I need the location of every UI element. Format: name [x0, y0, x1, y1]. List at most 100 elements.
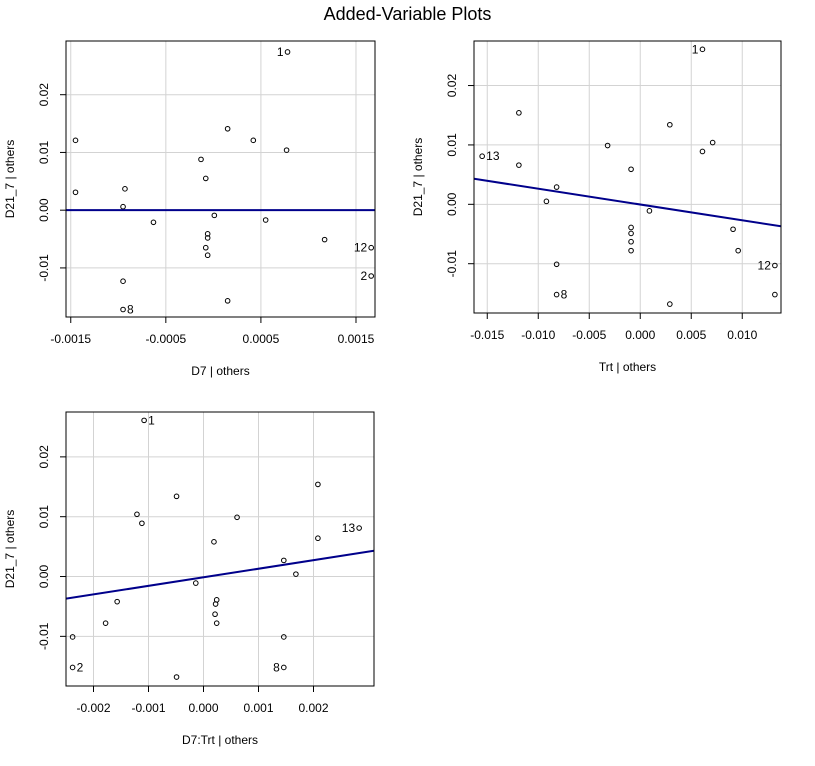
data-point	[553, 184, 560, 190]
point-label: 8	[561, 288, 568, 302]
data-point	[281, 634, 287, 640]
data-point	[211, 539, 217, 545]
data-point	[72, 137, 79, 144]
y-tick-label: -0.01	[37, 622, 51, 650]
data-point	[368, 244, 374, 251]
data-point	[628, 230, 634, 237]
point-label: 12	[758, 258, 772, 272]
data-point	[735, 247, 741, 254]
x-tick-label: 0.001	[243, 701, 273, 715]
point-label: 13	[486, 149, 500, 163]
data-point	[120, 306, 126, 313]
plot-frame	[65, 40, 376, 318]
data-point	[69, 664, 76, 671]
x-tick-label: 0.000	[188, 701, 218, 715]
data-point	[709, 139, 716, 146]
data-point	[120, 203, 126, 210]
data-point	[628, 166, 634, 173]
y-tick-label: 0.01	[37, 505, 51, 529]
data-point	[315, 535, 321, 542]
data-point	[284, 49, 291, 55]
data-point	[114, 598, 120, 605]
data-point	[281, 664, 287, 671]
data-point	[224, 125, 231, 132]
x-tick-label: 0.010	[727, 328, 757, 342]
data-point	[139, 520, 145, 527]
data-point	[250, 137, 257, 144]
data-point	[204, 231, 211, 237]
y-tick-label: 0.01	[445, 133, 459, 157]
data-point	[281, 557, 287, 564]
data-point	[646, 208, 653, 214]
x-axis-label: D7 | others	[191, 364, 249, 378]
data-point	[198, 156, 204, 163]
data-point	[628, 238, 634, 245]
data-point	[69, 634, 76, 640]
fit-line	[474, 177, 781, 228]
plot-frame	[473, 40, 782, 314]
y-axis-label: D21_7 | others	[3, 510, 17, 589]
point-label: 1	[148, 413, 155, 427]
data-point	[479, 153, 485, 160]
x-tick-label: -0.0015	[50, 332, 91, 346]
data-point	[516, 162, 522, 168]
data-point	[204, 235, 211, 241]
data-point	[212, 601, 219, 607]
x-axis-label: D7:Trt | others	[182, 733, 258, 747]
y-tick-label: 0.02	[445, 74, 459, 98]
x-tick-label: -0.015	[470, 328, 504, 342]
data-point	[234, 514, 240, 521]
data-point	[628, 247, 634, 254]
plot-area	[66, 417, 374, 680]
data-point	[262, 217, 269, 223]
point-label: 2	[77, 660, 84, 674]
point-label: 12	[354, 241, 368, 255]
y-axis-label: D21_7 | others	[411, 138, 425, 217]
panel-3: -0.002 -0.001 0.000 0.001 0.002 -0.01 0.00 0.01…	[3, 411, 375, 747]
plot-frame	[65, 411, 375, 687]
x-tick-label: 0.0005	[243, 332, 280, 346]
panel-2: -0.015 -0.010 -0.005 0.000 0.005 0.010 -0.01 0.…	[411, 40, 782, 374]
data-point	[134, 511, 140, 518]
data-point	[204, 252, 211, 259]
data-point	[193, 580, 199, 586]
point-label: 8	[273, 660, 280, 674]
data-point	[543, 198, 550, 205]
x-tick-label: -0.005	[572, 328, 606, 342]
point-label: 1	[692, 42, 699, 56]
x-tick-label: 0.002	[298, 701, 328, 715]
x-tick-label: -0.010	[521, 328, 555, 342]
data-point	[122, 186, 128, 192]
y-tick-label: 0.02	[37, 445, 51, 469]
point-label: 8	[127, 302, 134, 316]
x-tick-label: -0.002	[76, 701, 110, 715]
data-point	[141, 417, 147, 424]
data-point	[356, 525, 362, 531]
y-tick-label: -0.01	[445, 250, 459, 278]
data-point	[213, 620, 220, 626]
data-point	[730, 226, 736, 233]
data-point	[321, 236, 328, 243]
x-tick-label: 0.005	[676, 328, 706, 342]
data-point	[212, 611, 218, 618]
data-point	[293, 571, 299, 577]
x-tick-label: -0.001	[131, 701, 165, 715]
plot-area	[474, 46, 781, 307]
data-point	[516, 110, 522, 116]
figure-title: Added-Variable Plots	[323, 4, 492, 24]
data-point	[211, 212, 218, 219]
y-axis-label: D21_7 | others	[3, 140, 17, 219]
data-point	[173, 493, 180, 500]
panel-1: -0.0015 -0.0005 0.0005 0.0015 -0.01 0.00 0.01 0…	[3, 40, 376, 378]
data-point	[553, 291, 560, 298]
y-tick-label: 0.00	[445, 192, 459, 216]
data-point	[772, 262, 778, 269]
plot-area	[66, 49, 375, 313]
x-tick-label: -0.0005	[145, 332, 186, 346]
data-point	[202, 244, 209, 251]
data-point	[173, 674, 180, 680]
point-label: 13	[342, 521, 356, 535]
data-point	[120, 278, 126, 285]
y-tick-label: 0.02	[37, 83, 51, 107]
data-point	[315, 481, 321, 488]
